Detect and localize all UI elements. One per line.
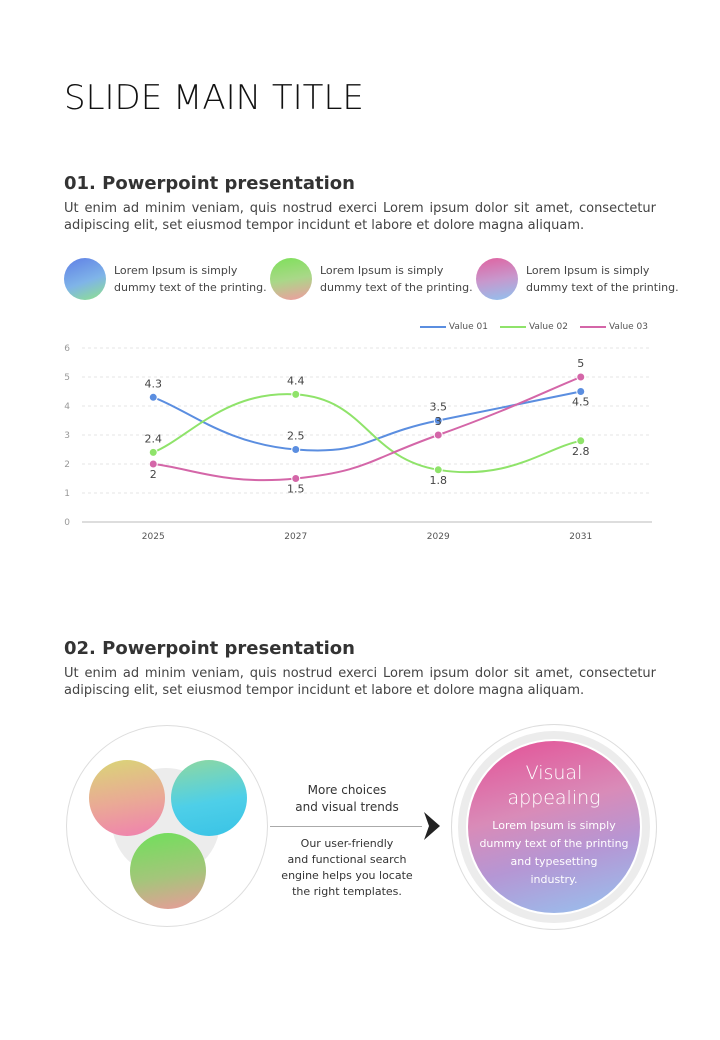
middle-text: More choices xyxy=(307,783,387,797)
line-chart: 0 1 2 3 4 5 6 2025 2027 2029 2031 4.3 2.5 3.5 4.5 2.4 4.… xyxy=(64,344,652,542)
data-label: 3 xyxy=(435,415,442,428)
data-point xyxy=(433,465,443,475)
feature-text: Lorem Ipsum is simply xyxy=(526,264,650,277)
legend-item: Value 02 xyxy=(499,322,568,332)
section2-body: Ut enim ad minim veniam, quis nostrud ex… xyxy=(64,666,656,698)
network-icon xyxy=(64,258,106,300)
data-label: 2.5 xyxy=(287,430,305,443)
feature-text: dummy text of the printing. xyxy=(320,281,473,294)
data-label: 4.5 xyxy=(572,396,590,409)
x-tick-label: 2031 xyxy=(569,532,592,542)
series-line xyxy=(152,393,581,474)
middle-text: Our user-friendly xyxy=(300,837,394,850)
data-point xyxy=(148,392,158,402)
data-label: 3.5 xyxy=(430,401,448,414)
x-tick-label: 2029 xyxy=(427,532,450,542)
feature-text: Lorem Ipsum is simply xyxy=(114,264,238,277)
feature-text: Lorem Ipsum is simply xyxy=(320,264,444,277)
feature-3: Lorem Ipsum is simply dummy text of the p… xyxy=(476,258,679,300)
data-label: 1.5 xyxy=(287,483,305,496)
series-line xyxy=(152,390,581,452)
lightbulb-icon xyxy=(171,760,247,836)
data-point xyxy=(291,445,301,454)
spiral-icon xyxy=(270,258,312,300)
middle-heading: More choices and visual trends xyxy=(272,782,422,816)
y-tick-label: 5 xyxy=(64,373,70,383)
chart-legend: Value 01 Value 02 Value 03 xyxy=(419,322,648,332)
y-tick-label: 2 xyxy=(64,460,70,470)
data-point xyxy=(576,387,586,396)
data-point xyxy=(576,436,586,446)
data-point xyxy=(291,474,301,483)
legend-item: Value 03 xyxy=(579,322,648,332)
feature-2: Lorem Ipsum is simply dummy text of the p… xyxy=(270,258,473,300)
middle-text: and visual trends xyxy=(295,800,399,814)
icons-circle xyxy=(66,725,268,927)
section1-body: Ut enim ad minim veniam, quis nostrud ex… xyxy=(64,201,656,233)
y-tick-label: 4 xyxy=(64,402,70,412)
legend-item: Value 01 xyxy=(419,322,488,332)
divider-line xyxy=(270,826,422,827)
feature-circle-ring xyxy=(458,731,650,923)
data-point xyxy=(433,430,443,440)
data-label: 5 xyxy=(577,357,584,370)
y-tick-label: 1 xyxy=(64,489,70,499)
circle-title: Visual appealing xyxy=(507,762,601,809)
x-tick-label: 2027 xyxy=(284,532,307,542)
data-point xyxy=(148,459,158,469)
section2-heading: 02. Powerpoint presentation xyxy=(64,638,355,659)
slide-title: SLIDE MAIN TITLE xyxy=(64,78,364,118)
data-label: 1.8 xyxy=(430,474,448,487)
circle-body: Lorem Ipsum is simply dummy text of the p… xyxy=(479,819,629,886)
x-tick-label: 2025 xyxy=(142,532,165,542)
visual-appealing-circle: Visual appealing Lorem Ipsum is simply dum… xyxy=(468,741,640,913)
middle-text: engine helps you locate xyxy=(281,869,413,882)
feature-text: dummy text of the printing. xyxy=(114,281,267,294)
legend-label: Value 02 xyxy=(528,322,568,332)
data-label: 2.4 xyxy=(145,432,163,445)
legend-label: Value 03 xyxy=(608,322,648,332)
data-point xyxy=(576,372,586,382)
middle-text: the right templates. xyxy=(292,885,402,898)
middle-description: Our user-friendly and functional search en… xyxy=(272,836,422,900)
bell-curve-icon xyxy=(130,833,206,909)
dot-grid-icon xyxy=(476,258,518,300)
shapes-grid-icon xyxy=(89,760,165,836)
data-point xyxy=(291,389,301,399)
data-label: 2 xyxy=(150,468,157,481)
data-label: 4.3 xyxy=(145,377,163,390)
data-label: 2.8 xyxy=(572,445,590,458)
middle-text: and functional search xyxy=(287,853,407,866)
section1-heading: 01. Powerpoint presentation xyxy=(64,173,355,194)
data-point xyxy=(148,447,158,457)
series-line xyxy=(153,376,582,482)
data-label: 4.4 xyxy=(287,374,305,387)
y-tick-label: 3 xyxy=(64,431,70,441)
data-point xyxy=(433,416,443,425)
y-tick-label: 6 xyxy=(64,344,70,354)
feature-text: dummy text of the printing. xyxy=(526,281,679,294)
legend-label: Value 01 xyxy=(448,322,488,332)
chevron-right-icon xyxy=(424,812,440,840)
y-tick-label: 0 xyxy=(64,518,70,528)
feature-1: Lorem Ipsum is simply dummy text of the p… xyxy=(64,258,267,300)
